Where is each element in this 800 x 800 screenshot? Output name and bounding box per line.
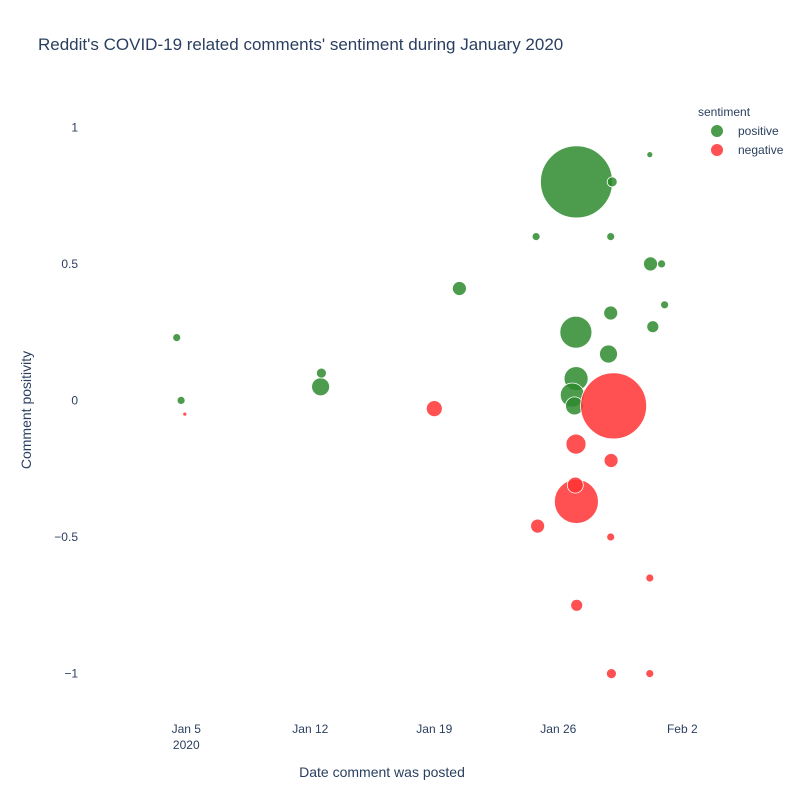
point-negative-3[interactable] <box>566 476 584 494</box>
point-negative-10[interactable] <box>645 669 655 678</box>
legend-marker-positive <box>711 125 723 137</box>
point-positive-7[interactable] <box>311 377 331 397</box>
legend-title: sentiment <box>698 105 751 119</box>
point-positive-9[interactable] <box>451 281 467 296</box>
legend-label-negative: negative <box>738 143 784 157</box>
legend-item-positive[interactable]: positive <box>711 124 779 138</box>
legend-label-positive: positive <box>738 124 779 138</box>
point-negative-6[interactable] <box>530 518 545 534</box>
legend-marker-negative <box>711 144 723 156</box>
point-positive-15[interactable] <box>657 259 666 269</box>
point-positive-12[interactable] <box>531 232 541 242</box>
legend: sentiment positive negative <box>698 105 784 157</box>
point-positive-17[interactable] <box>606 232 616 242</box>
point-negative-5[interactable] <box>425 400 443 418</box>
point-negative-7[interactable] <box>570 598 584 612</box>
chart-title: Reddit's COVID-19 related comments' sent… <box>38 35 563 54</box>
point-negative-0[interactable] <box>580 372 647 440</box>
point-negative-4[interactable] <box>603 453 619 468</box>
y-tick-label: 0.5 <box>61 257 78 271</box>
plot-area <box>172 145 669 679</box>
series-positive <box>172 145 669 416</box>
x-tick-label: Jan 12 <box>292 722 328 736</box>
y-tick-label: 1 <box>71 120 78 134</box>
x-tick-label: Jan 19 <box>416 722 452 736</box>
point-positive-8[interactable] <box>315 367 327 379</box>
point-positive-16[interactable] <box>660 300 669 310</box>
legend-item-negative[interactable]: negative <box>711 143 784 157</box>
point-positive-0[interactable] <box>540 145 613 219</box>
point-negative-12[interactable] <box>182 411 188 417</box>
x-tick-label: Jan 26 <box>540 722 576 736</box>
y-tick-label: −0.5 <box>54 530 78 544</box>
x-tick-label: Feb 2 <box>667 722 698 736</box>
point-positive-13[interactable] <box>643 256 658 272</box>
point-negative-9[interactable] <box>645 573 655 583</box>
point-positive-10[interactable] <box>172 333 182 343</box>
x-axis-title: Date comment was posted <box>299 764 465 780</box>
point-negative-8[interactable] <box>606 668 617 679</box>
point-positive-5[interactable] <box>599 344 618 364</box>
x-tick-sublabel: 2020 <box>173 738 200 752</box>
y-axis-title: Comment positivity <box>18 351 34 469</box>
point-negative-11[interactable] <box>606 532 616 542</box>
y-tick-label: 0 <box>71 393 78 407</box>
point-negative-2[interactable] <box>565 433 587 455</box>
point-positive-14[interactable] <box>646 320 660 334</box>
y-tick-label: −1 <box>64 667 78 681</box>
series-negative <box>182 372 655 679</box>
x-tick-label: Jan 5 <box>172 722 202 736</box>
y-axis-ticks: 1 0.5 0 −0.5 −1 <box>54 120 78 680</box>
x-axis-ticks: Jan 5 2020 Jan 12 Jan 19 Jan 26 Feb 2 <box>172 722 698 752</box>
point-positive-6[interactable] <box>603 305 619 321</box>
point-positive-18[interactable] <box>646 151 654 159</box>
point-positive-19[interactable] <box>606 176 618 188</box>
point-positive-11[interactable] <box>176 395 186 405</box>
point-positive-1[interactable] <box>559 315 593 349</box>
